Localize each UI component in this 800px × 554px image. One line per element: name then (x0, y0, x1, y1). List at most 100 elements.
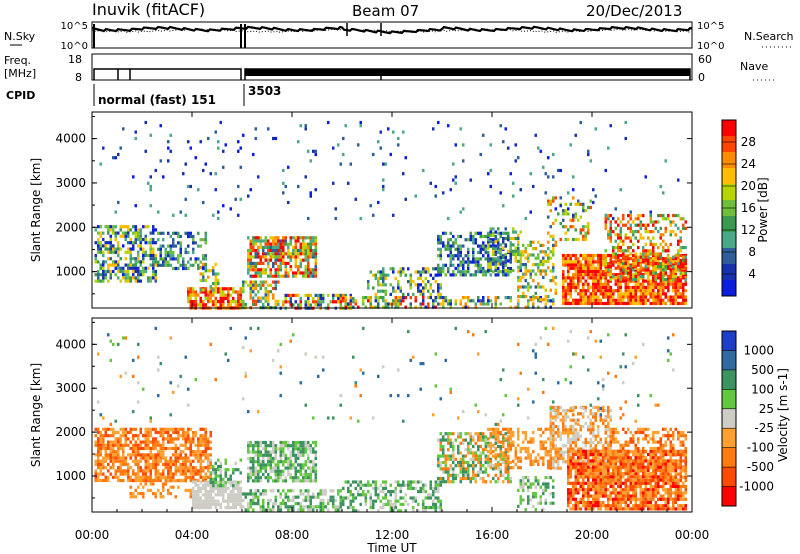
velocity-cell (307, 498, 310, 502)
velocity-cell (479, 454, 482, 458)
power-cell (247, 249, 250, 253)
velocity-cell (352, 506, 355, 510)
power-cell (132, 225, 135, 229)
velocity-cell (124, 427, 127, 431)
velocity-cell (249, 489, 252, 493)
power-cell (534, 272, 537, 276)
velocity-cell (544, 446, 547, 451)
velocity-cell (439, 480, 442, 484)
velocity-cell (302, 440, 305, 445)
velocity-cell (339, 498, 342, 502)
velocity-cell (359, 483, 362, 487)
power-cell (107, 241, 110, 245)
power-cell (679, 239, 682, 243)
power-cell (237, 303, 240, 307)
power-cell (249, 268, 252, 272)
velocity-cell (122, 430, 125, 435)
power-cell (537, 282, 540, 286)
power-cell (219, 287, 222, 291)
velocity-cell (192, 453, 195, 457)
velocity-cell (212, 471, 215, 475)
velocity-cell (137, 478, 140, 483)
velocity-cell (517, 466, 520, 470)
velocity-cell (212, 496, 215, 500)
power-cell (184, 247, 187, 251)
velocity-cell (269, 450, 272, 454)
velocity-cell (352, 496, 355, 500)
velocity-cell (229, 480, 232, 485)
velocity-cell (144, 462, 147, 467)
beam-title: Beam 07 (352, 2, 419, 20)
velocity-cell (182, 462, 185, 467)
velocity-cell (402, 480, 405, 484)
velocity-cell (482, 451, 485, 455)
power-cell (227, 296, 230, 300)
power-cell (117, 269, 120, 274)
velocity-cell (477, 473, 480, 477)
power-cell (619, 188, 622, 192)
power-cell (667, 258, 670, 262)
velocity-cell (399, 490, 402, 494)
power-cell (304, 175, 307, 179)
power-cell (227, 300, 230, 304)
velocity-cell (159, 443, 162, 447)
power-cell (462, 159, 465, 163)
velocity-cell (282, 472, 285, 477)
power-cell (462, 244, 465, 248)
power-cell (574, 273, 577, 277)
velocity-cell (157, 430, 160, 435)
power-cell (504, 296, 507, 300)
velocity-cell (444, 464, 447, 468)
power-cell (307, 265, 310, 269)
power-cell (529, 298, 532, 302)
power-cell (584, 289, 587, 293)
power-cell (602, 285, 605, 290)
power-cell (544, 295, 547, 299)
velocity-cell (304, 479, 307, 483)
power-cell (392, 130, 395, 134)
power-cell (264, 299, 267, 303)
velocity-cell (134, 446, 137, 451)
velocity-cell (254, 460, 257, 464)
power-cell (597, 263, 600, 267)
velocity-cell (292, 505, 295, 509)
velocity-cell (524, 437, 527, 441)
power-cell (669, 260, 672, 264)
power-cell (634, 265, 637, 269)
power-cell (647, 271, 650, 275)
power-cell (462, 263, 465, 267)
power-cell (629, 301, 632, 306)
power-cell (259, 258, 262, 262)
power-cell (632, 253, 635, 258)
power-cell (109, 276, 112, 280)
velocity-cell (169, 472, 172, 476)
velocity-cell (157, 450, 160, 454)
velocity-cell (192, 496, 195, 500)
velocity-cell (119, 478, 122, 483)
velocity-cell (194, 456, 197, 460)
power-cell (652, 252, 655, 256)
power-cell (277, 271, 280, 275)
velocity-cell (144, 434, 147, 438)
velocity-cell (309, 444, 312, 448)
velocity-cell (134, 456, 137, 460)
velocity-cell (474, 464, 477, 468)
power-cell (232, 290, 235, 294)
power-cell (517, 275, 520, 279)
velocity-cell (202, 493, 205, 497)
velocity-cell (372, 480, 375, 484)
power-cell (647, 255, 650, 259)
velocity-cell (489, 464, 492, 468)
power-cell (499, 302, 502, 306)
power-cell (102, 273, 105, 277)
velocity-cell (157, 478, 160, 483)
power-cell (592, 285, 595, 290)
velocity-cell (197, 490, 200, 494)
power-cell (574, 266, 577, 270)
velocity-cell (117, 475, 120, 479)
velocity-cell (214, 483, 217, 487)
velocity-cell (499, 444, 502, 449)
power-cell (407, 267, 410, 271)
velocity-cell (217, 474, 220, 478)
velocity-cell (104, 459, 107, 463)
